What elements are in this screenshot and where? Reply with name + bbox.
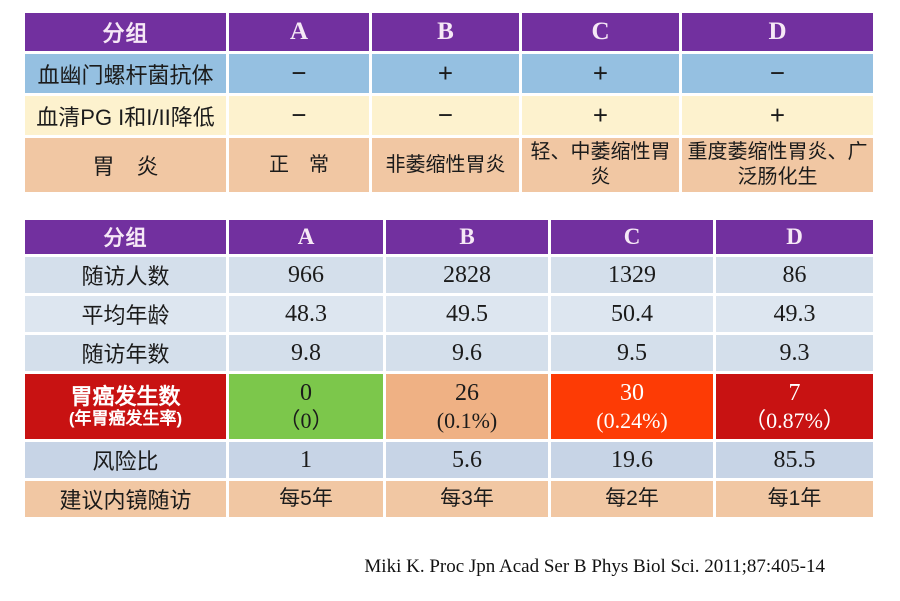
followup-years-c: 9.5 [548, 332, 716, 374]
table2-column-header-a: A [226, 217, 386, 257]
gastritis-a: 正 常 [226, 135, 372, 195]
cancer-count-d: 7 [788, 379, 801, 406]
table2-group-header: 分组 [22, 217, 229, 257]
cancer-incidence-d: 7 （0.87%） [713, 371, 876, 442]
cancer-incidence-c: 30 (0.24%) [548, 371, 716, 442]
mean-age-label: 平均年龄 [22, 293, 229, 335]
serum-pg-row: 血清PG I和I/II降低 − − + + [22, 93, 876, 138]
hp-antibody-row-label: 血幽门螺杆菌抗体 [22, 51, 229, 96]
endoscopy-advice-row: 建议内镜随访 每5年 每3年 每2年 每1年 [22, 478, 876, 520]
table1-group-header: 分组 [22, 10, 229, 54]
gastritis-c: 轻、中萎缩性胃炎 [519, 135, 682, 195]
table2-column-header-b: B [383, 217, 551, 257]
table2-column-header-c: C [548, 217, 716, 257]
table1-column-header-a: A [226, 10, 372, 54]
cancer-rate-b: (0.1%) [436, 407, 498, 433]
endoscopy-advice-c: 每2年 [548, 478, 716, 520]
hazard-ratio-c: 19.6 [548, 439, 716, 481]
followup-years-d: 9.3 [713, 332, 876, 374]
mean-age-d: 49.3 [713, 293, 876, 335]
hp-antibody-row: 血幽门螺杆菌抗体 − + + − [22, 51, 876, 96]
serum-pg-d: + [679, 93, 876, 138]
mean-age-a: 48.3 [226, 293, 386, 335]
followup-count-d: 86 [713, 254, 876, 296]
followup-years-label: 随访年数 [22, 332, 229, 374]
hazard-ratio-d: 85.5 [713, 439, 876, 481]
table1-column-header-d: D [679, 10, 876, 54]
cancer-rate-a: （0） [278, 407, 334, 433]
followup-count-c: 1329 [548, 254, 716, 296]
hazard-ratio-label: 风险比 [22, 439, 229, 481]
endoscopy-advice-d: 每1年 [713, 478, 876, 520]
abc-classification-table: 分组 A B C D 血幽门螺杆菌抗体 − + + − 血清PG I和I/II降… [22, 10, 876, 195]
tables-gap [22, 195, 900, 217]
followup-outcomes-table: 分组 A B C D 随访人数 966 2828 1329 86 平均年龄 48… [22, 217, 876, 520]
followup-years-b: 9.6 [383, 332, 551, 374]
endoscopy-advice-a: 每5年 [226, 478, 386, 520]
serum-pg-c: + [519, 93, 682, 138]
serum-pg-b: − [369, 93, 522, 138]
cancer-rate-c: (0.24%) [596, 407, 668, 433]
mean-age-row: 平均年龄 48.3 49.5 50.4 49.3 [22, 293, 876, 335]
gastritis-b: 非萎缩性胃炎 [369, 135, 522, 195]
gastritis-row: 胃 炎 正 常 非萎缩性胃炎 轻、中萎缩性胃炎 重度萎缩性胃炎、广泛肠化生 [22, 135, 876, 195]
gastritis-row-label: 胃 炎 [22, 135, 229, 195]
endoscopy-advice-b: 每3年 [383, 478, 551, 520]
hp-antibody-c: + [519, 51, 682, 96]
followup-count-a: 966 [226, 254, 386, 296]
cancer-incidence-label: 胃癌发生数 (年胃癌发生率) [22, 371, 229, 442]
mean-age-c: 50.4 [548, 293, 716, 335]
hazard-ratio-a: 1 [226, 439, 386, 481]
hp-antibody-d: − [679, 51, 876, 96]
cancer-incidence-b: 26 (0.1%) [383, 371, 551, 442]
cancer-count-b: 26 [455, 379, 479, 406]
table1-header-row: 分组 A B C D [22, 10, 876, 54]
followup-count-row: 随访人数 966 2828 1329 86 [22, 254, 876, 296]
table2-column-header-d: D [713, 217, 876, 257]
cancer-count-c: 30 [620, 379, 644, 406]
cancer-incidence-label-line1: 胃癌发生数 [70, 384, 181, 410]
hazard-ratio-row: 风险比 1 5.6 19.6 85.5 [22, 439, 876, 481]
citation-text: Miki K. Proc Jpn Acad Ser B Phys Biol Sc… [364, 556, 825, 577]
cancer-rate-d: （0.87%） [744, 407, 845, 433]
followup-count-label: 随访人数 [22, 254, 229, 296]
gastritis-d: 重度萎缩性胃炎、广泛肠化生 [679, 135, 876, 195]
table2-header-row: 分组 A B C D [22, 217, 876, 257]
endoscopy-advice-label: 建议内镜随访 [22, 478, 229, 520]
serum-pg-a: − [226, 93, 372, 138]
table1-column-header-b: B [369, 10, 522, 54]
table1-column-header-c: C [519, 10, 682, 54]
followup-count-b: 2828 [383, 254, 551, 296]
cancer-incidence-row: 胃癌发生数 (年胃癌发生率) 0 （0） 26 (0.1%) 30 (0.24%… [22, 371, 876, 442]
hp-antibody-a: − [226, 51, 372, 96]
cancer-incidence-label-line2: (年胃癌发生率) [68, 409, 183, 429]
cancer-incidence-a: 0 （0） [226, 371, 386, 442]
cancer-count-a: 0 [300, 379, 312, 406]
hazard-ratio-b: 5.6 [383, 439, 551, 481]
followup-years-row: 随访年数 9.8 9.6 9.5 9.3 [22, 332, 876, 374]
followup-years-a: 9.8 [226, 332, 386, 374]
mean-age-b: 49.5 [383, 293, 551, 335]
serum-pg-row-label: 血清PG I和I/II降低 [22, 93, 229, 138]
hp-antibody-b: + [369, 51, 522, 96]
